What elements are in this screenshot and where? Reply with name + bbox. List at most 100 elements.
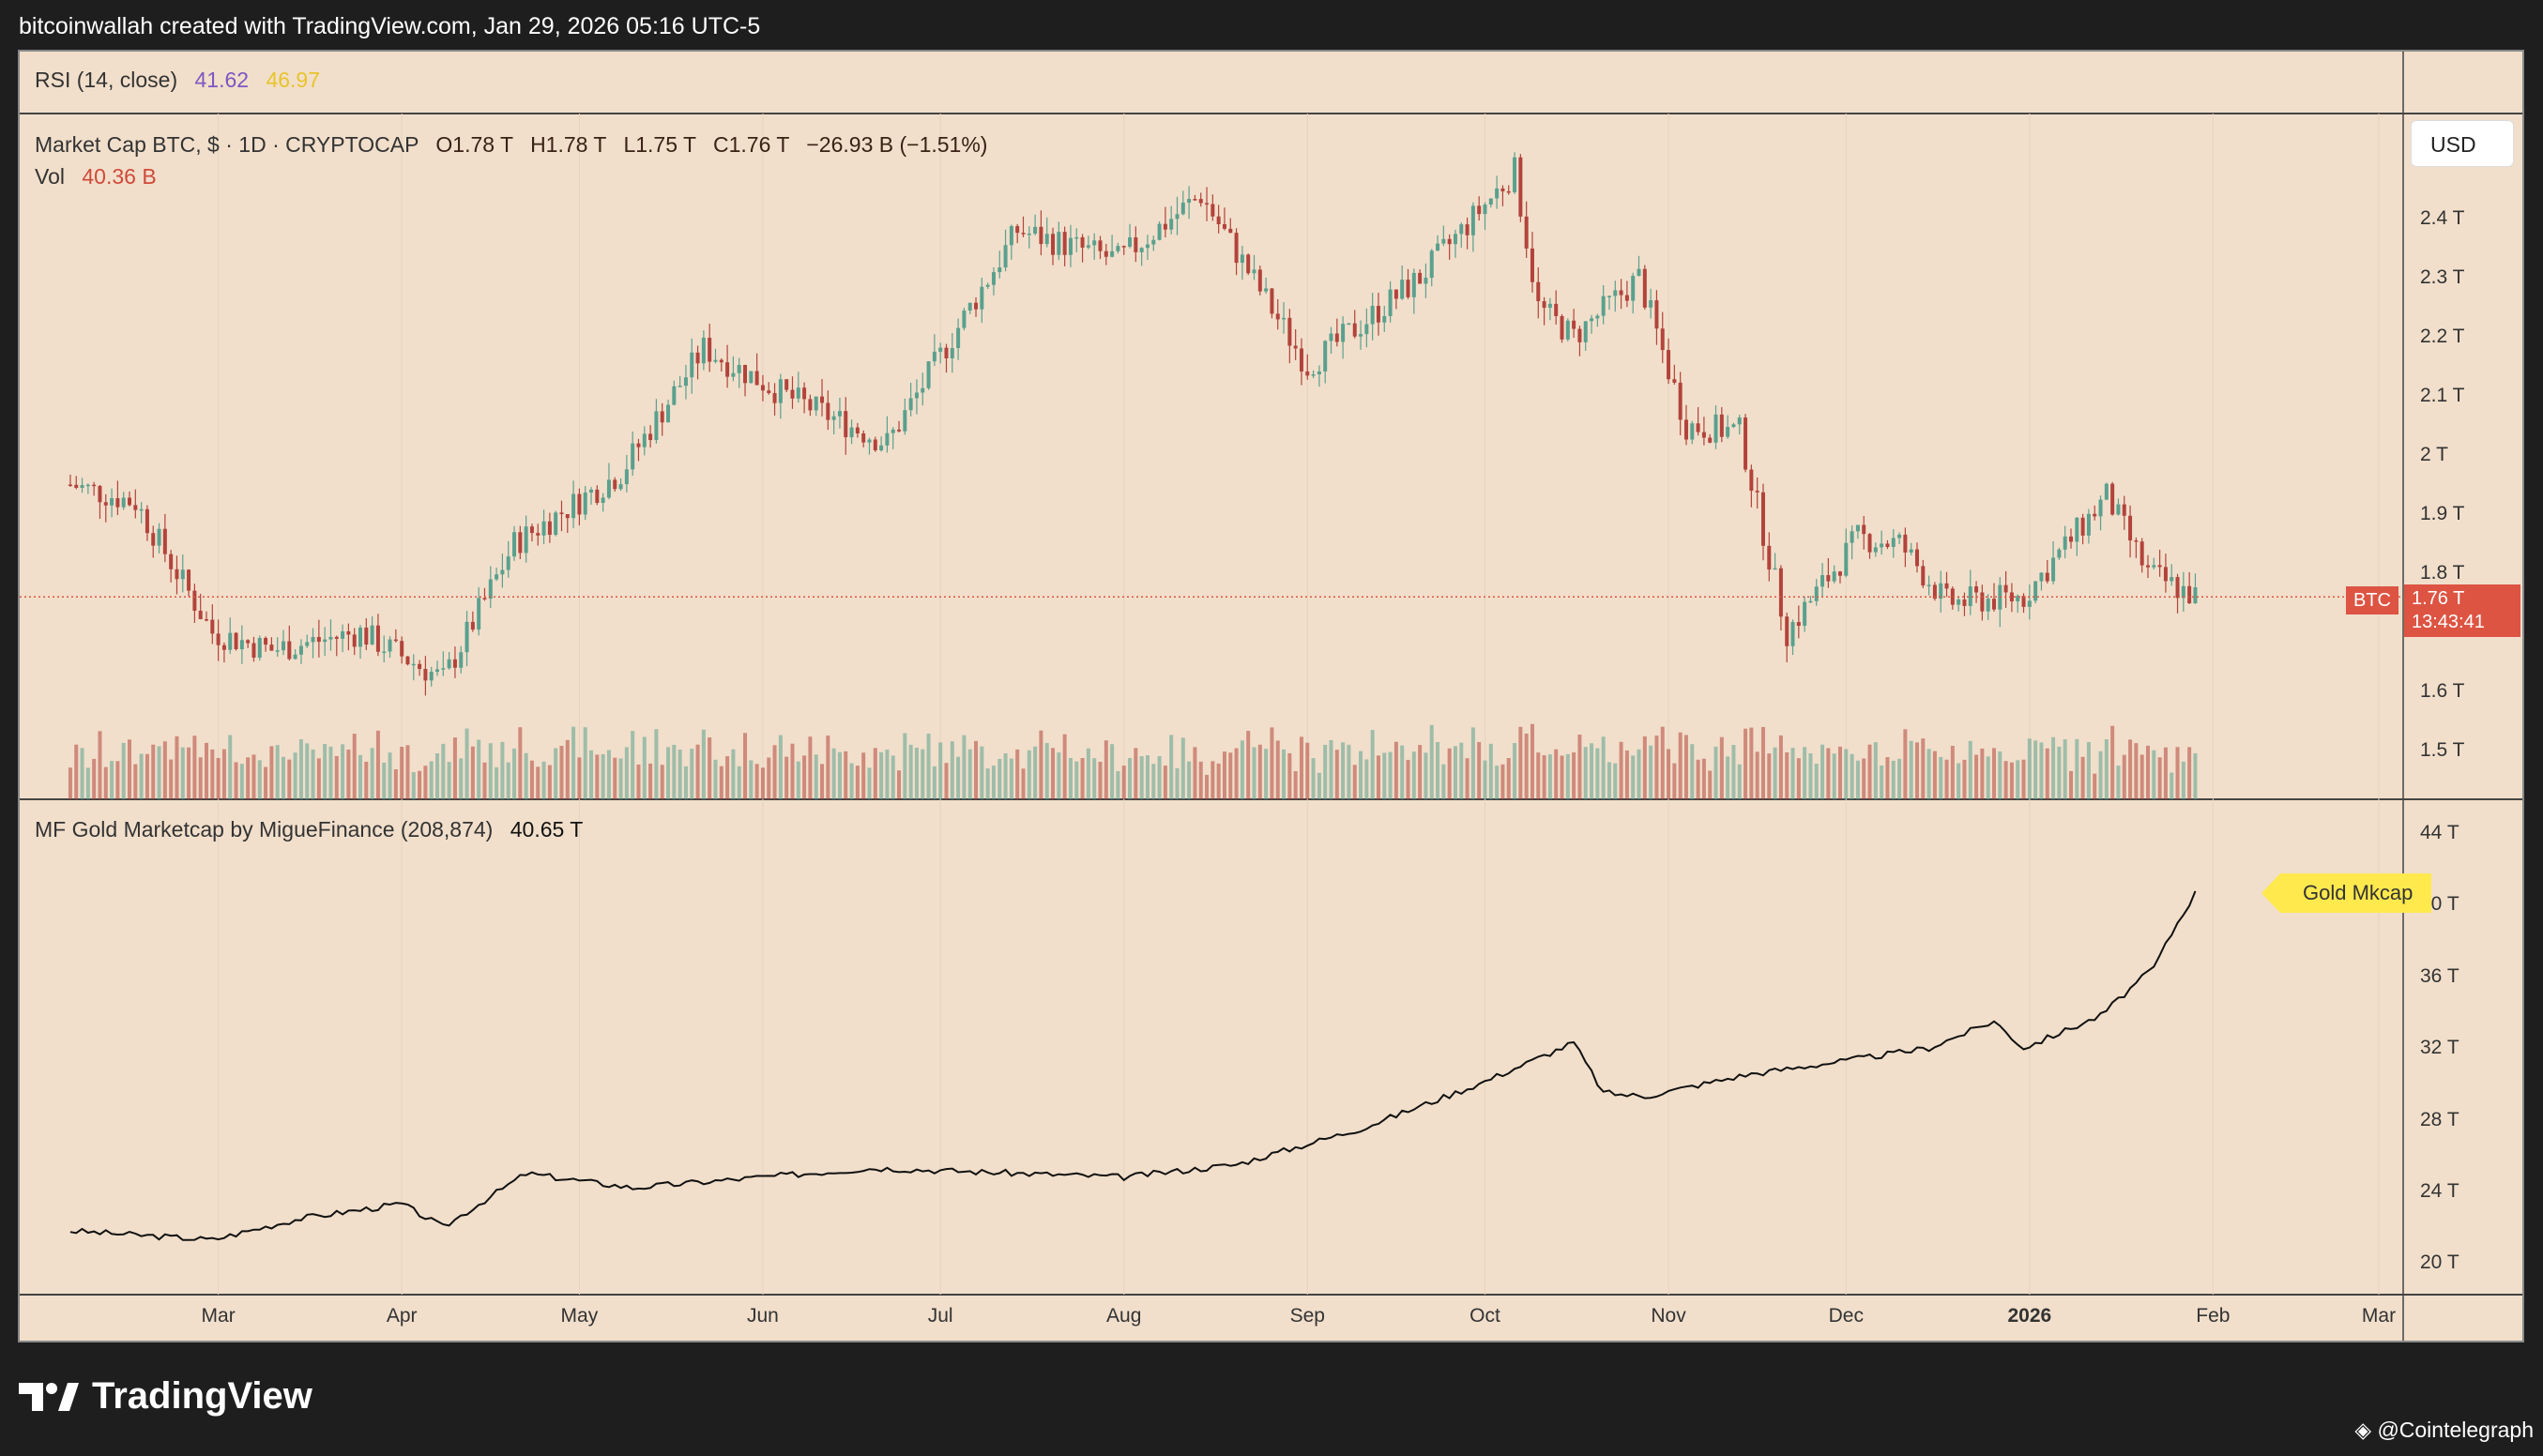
volume-bar	[1731, 745, 1736, 799]
volume-bar	[239, 764, 244, 799]
candle-body	[305, 642, 310, 646]
candle-body	[1909, 549, 1913, 553]
volume-bar	[1767, 753, 1772, 799]
candle-body	[589, 489, 594, 493]
candle-body	[1885, 543, 1890, 547]
candle-body	[98, 485, 102, 503]
chart-caption: bitcoinwallah created with TradingView.c…	[19, 13, 761, 39]
gold-indicator-label: MF Gold Marketcap by MigueFinance (208,8…	[35, 817, 494, 842]
candle-body	[1808, 600, 1813, 603]
volume-bar	[210, 749, 215, 799]
volume-bar	[1862, 758, 1866, 799]
candle-body	[547, 521, 552, 536]
volume-bar	[1453, 746, 1457, 799]
gold-legend[interactable]: MF Gold Marketcap by MigueFinance (208,8…	[35, 817, 583, 842]
chart-svg[interactable]	[20, 52, 2524, 1342]
volume-bar	[1939, 756, 1943, 799]
candle-body	[1962, 599, 1967, 606]
candle-body	[192, 590, 197, 611]
volume-bar	[1128, 757, 1133, 799]
candle-body	[246, 640, 251, 644]
volume-bar	[980, 746, 984, 799]
candle-body	[495, 574, 499, 580]
candle-body	[577, 493, 582, 515]
volume-bar	[1719, 736, 1724, 799]
volume-bar	[192, 736, 197, 799]
candle-body	[2128, 515, 2133, 541]
volume-bar	[577, 757, 582, 799]
cointelegraph-icon: ◈	[2354, 1418, 2372, 1442]
volume-bar	[1287, 752, 1292, 799]
volume-bar	[246, 757, 251, 799]
volume-bar	[938, 742, 943, 799]
candle-body	[133, 505, 138, 510]
candle-body	[1500, 188, 1505, 191]
candle-body	[861, 432, 866, 443]
candle-body	[826, 402, 830, 420]
volume-bar	[495, 766, 499, 799]
main-legend[interactable]: Market Cap BTC, $ · 1D · CRYPTOCAP O1.78…	[35, 132, 987, 158]
volume-bar	[618, 758, 623, 799]
candle-body	[2027, 600, 2032, 607]
volume-bar	[2027, 738, 2032, 799]
volume-bar	[205, 742, 209, 799]
volume-bar	[1222, 751, 1226, 799]
candle-body	[1536, 281, 1541, 302]
candle-body	[1832, 571, 1836, 582]
volume-bar	[808, 736, 813, 799]
currency-button[interactable]: USD	[2411, 120, 2514, 167]
volume-bar	[2075, 738, 2079, 799]
candle-body	[1015, 226, 1020, 234]
candle-body	[1719, 414, 1724, 437]
volume-bar	[293, 752, 297, 799]
candle-body	[1957, 599, 1961, 605]
candle-body	[903, 410, 907, 432]
candle-body	[151, 533, 156, 546]
candle-body	[1329, 333, 1333, 341]
candle-body	[1897, 534, 1902, 538]
candle-body	[1690, 423, 1695, 440]
volume-bar	[1572, 751, 1576, 799]
volume-bar	[311, 749, 315, 799]
volume-bar	[115, 761, 120, 799]
volume-bar	[1311, 758, 1316, 799]
volume-bar	[767, 757, 771, 799]
volume-bar	[1193, 747, 1197, 799]
candle-body	[1074, 236, 1079, 239]
candle-body	[1873, 547, 1878, 553]
gold-tick-label: 32 T	[2420, 1037, 2459, 1059]
candle-body	[216, 633, 221, 645]
candle-body	[1003, 245, 1008, 268]
brand-name: TradingView	[92, 1375, 312, 1417]
candle-body	[145, 508, 149, 534]
volume-legend[interactable]: Vol 40.36 B	[35, 164, 157, 190]
volume-bar	[695, 744, 700, 799]
candle-body	[1667, 350, 1671, 380]
time-tick-label: Mar	[2361, 1305, 2397, 1327]
volume-bar	[447, 762, 451, 799]
volume-bar	[1778, 735, 1783, 799]
candle-body	[346, 630, 351, 635]
volume-bar	[1252, 747, 1256, 799]
volume-bar	[2170, 772, 2174, 799]
candle-body	[1157, 223, 1162, 240]
volume-bar	[2128, 739, 2133, 799]
candle-body	[1488, 198, 1493, 205]
volume-bar	[962, 735, 967, 799]
candle-body	[897, 429, 902, 432]
volume-bar	[1465, 758, 1469, 799]
candle-body	[1228, 228, 1233, 234]
volume-bar	[1583, 747, 1588, 799]
volume-bar	[1968, 740, 1972, 799]
volume-bar	[1607, 762, 1611, 799]
volume-bar	[482, 762, 487, 799]
candle-body	[1583, 321, 1588, 342]
rsi-legend[interactable]: RSI (14, close) 41.62 46.97	[35, 68, 320, 93]
candle-body	[1222, 223, 1226, 229]
chart-area[interactable]: RSI (14, close) 41.62 46.97 Market Cap B…	[18, 50, 2524, 1342]
volume-bar	[944, 763, 949, 799]
volume-bar	[672, 744, 677, 799]
volume-bar	[802, 755, 807, 799]
candle-body	[234, 632, 238, 649]
candle-body	[808, 399, 813, 411]
